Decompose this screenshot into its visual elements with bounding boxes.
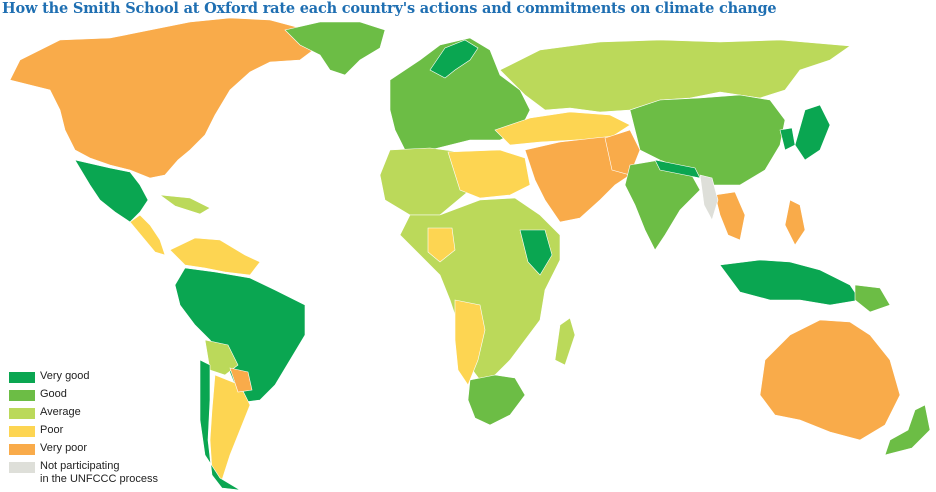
legend-label: Average — [40, 406, 81, 418]
papua-region — [854, 284, 891, 313]
legend-swatch-not-participating — [9, 462, 35, 473]
new-zealand-region — [884, 404, 931, 456]
legend-label-line: in the UNFCCC process — [40, 473, 158, 485]
world-map — [9, 18, 931, 491]
central-america-region — [129, 214, 166, 256]
caribbean-region — [158, 194, 211, 215]
indonesia-region — [719, 259, 861, 306]
south-america-north-region — [169, 237, 261, 276]
map-title: How the Smith School at Oxford rate each… — [2, 0, 777, 17]
australia-region — [759, 319, 901, 441]
russia-region — [499, 39, 851, 113]
legend-swatch-very-good — [9, 372, 35, 383]
myanmar-not-participating-region — [699, 174, 719, 221]
chile-region — [199, 359, 241, 491]
north-america-region — [9, 18, 321, 179]
legend-label: Good — [40, 388, 67, 400]
legend-swatch-average — [9, 408, 35, 419]
nigeria-region — [427, 227, 456, 263]
legend-label: Very poor — [40, 442, 88, 454]
mexico-region — [74, 159, 149, 223]
pakistan-region — [604, 129, 641, 176]
scandinavia-very-good-region — [429, 39, 479, 79]
legend-label: Not participating in the UNFCCC process — [40, 460, 158, 486]
legend-label: Poor — [40, 424, 64, 436]
legend-label: Very good — [40, 370, 90, 382]
legend-label-line: Not participating — [40, 460, 120, 472]
angola-namibia-poor-region — [454, 299, 486, 386]
turkey-central-asia-poor-region — [494, 111, 631, 146]
southeast-asia-very-poor-region — [714, 191, 746, 241]
himalaya-very-good-region — [654, 159, 701, 179]
southern-cone-poor-region — [209, 374, 251, 481]
east-africa-very-good-region — [519, 229, 553, 276]
southern-africa-good-region — [467, 374, 526, 426]
north-africa-poor-region — [447, 149, 531, 199]
paraguay-region — [229, 367, 253, 393]
madagascar-region — [554, 317, 576, 366]
greenland-region — [284, 21, 386, 76]
japan-region — [794, 104, 831, 161]
legend-swatch-good — [9, 390, 35, 401]
philippines-region — [784, 199, 806, 246]
korea-region — [779, 127, 796, 151]
brazil-region — [174, 267, 306, 403]
legend-swatch-very-poor — [9, 444, 35, 455]
legend-swatch-poor — [9, 426, 35, 437]
